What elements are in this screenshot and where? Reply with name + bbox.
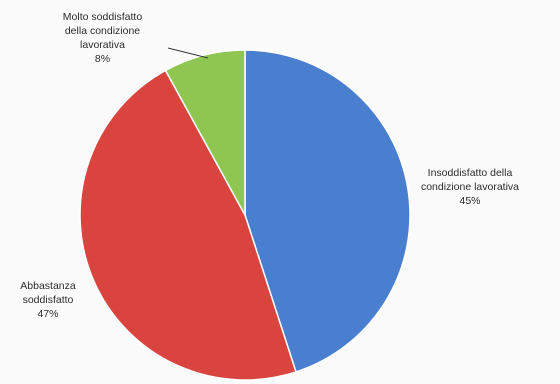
label-line: Insoddisfatto della <box>427 167 513 179</box>
label-line: della condizione <box>64 25 141 37</box>
leader-line-slice-2 <box>167 47 209 59</box>
label-percent: 45% <box>459 195 481 207</box>
data-label-abbastanza-soddisfatto: Abbastanza soddisfatto 47% <box>8 279 88 321</box>
label-percent: 8% <box>94 53 111 65</box>
pie-slice-abbastanza-soddisfatto <box>79 69 297 381</box>
label-line: Abbastanza <box>20 280 76 292</box>
label-line: lavorativa <box>80 39 125 51</box>
label-line: Molto soddisfatto <box>62 11 143 23</box>
pie-slice-molto-soddisfatto <box>164 49 246 216</box>
label-percent: 47% <box>37 308 59 320</box>
label-line: condizione lavorativa <box>420 181 520 193</box>
pie-slices <box>79 49 411 381</box>
pie-slice-insoddisfatto <box>244 49 411 373</box>
label-line: soddisfatto <box>22 294 74 306</box>
data-label-insoddisfatto: Insoddisfatto della condizione lavorativ… <box>415 166 525 208</box>
data-label-molto-soddisfatto: Molto soddisfatto della condizione lavor… <box>40 10 165 66</box>
